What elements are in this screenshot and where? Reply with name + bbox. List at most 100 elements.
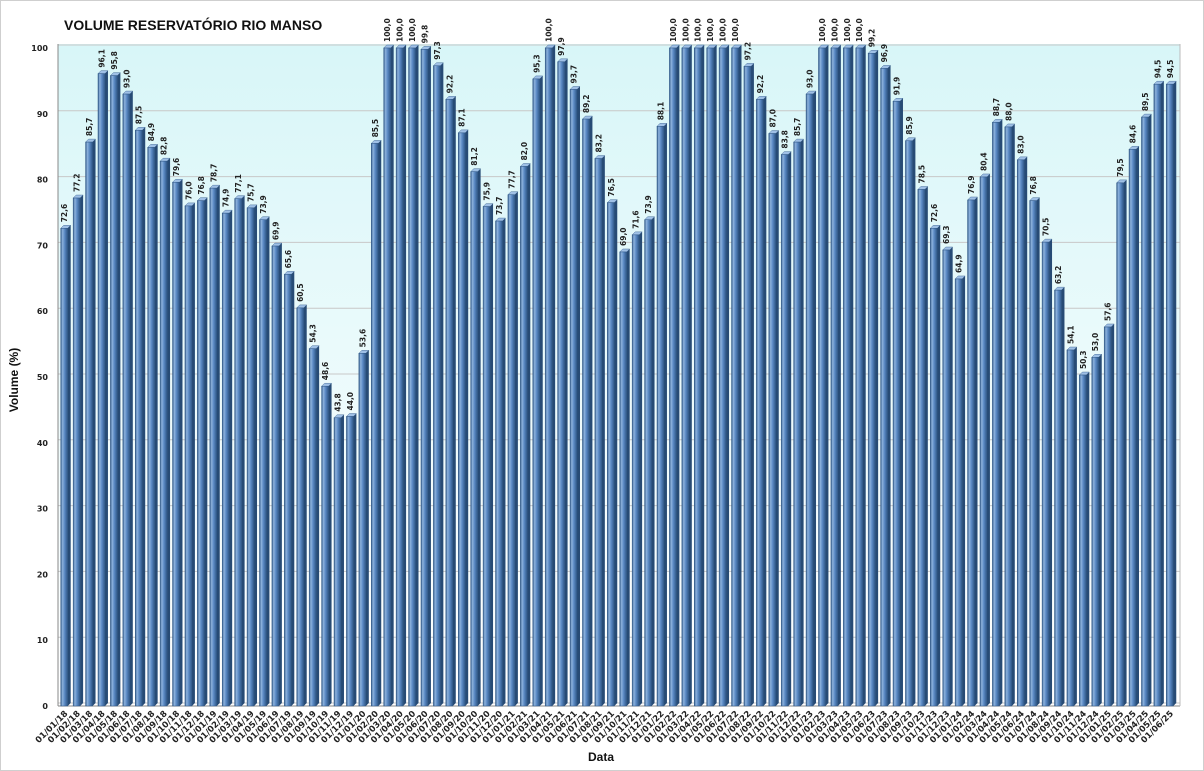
bar <box>1029 197 1041 707</box>
bar <box>134 127 146 707</box>
data-label: 69,9 <box>271 222 280 241</box>
bar <box>159 157 171 707</box>
data-label: 84,6 <box>1129 125 1138 144</box>
bar <box>880 65 892 707</box>
data-label: 84,9 <box>147 123 156 142</box>
bar <box>991 119 1003 707</box>
data-label: 54,3 <box>309 324 318 343</box>
y-tick-label: 0 <box>42 702 48 711</box>
bar <box>221 209 233 707</box>
data-label: 77,1 <box>234 174 243 193</box>
data-label: 73,9 <box>259 195 268 214</box>
bar <box>196 197 208 707</box>
data-label: 100,0 <box>818 18 827 42</box>
data-label: 88,0 <box>1004 102 1013 121</box>
bar <box>904 137 916 707</box>
y-tick-label: 80 <box>37 176 49 185</box>
data-label: 72,6 <box>60 204 69 223</box>
bar <box>544 44 556 707</box>
bar <box>408 44 419 707</box>
bar <box>482 203 494 707</box>
bar <box>271 242 283 707</box>
data-label: 92,2 <box>756 75 765 94</box>
y-tick-label: 50 <box>37 373 49 382</box>
data-label: 97,2 <box>743 42 752 61</box>
bar <box>296 304 308 707</box>
bar <box>681 44 693 707</box>
bar <box>818 44 829 707</box>
data-label: 93,0 <box>806 70 815 89</box>
bar <box>259 216 270 707</box>
data-label: 89,5 <box>1141 93 1150 112</box>
bar <box>581 115 593 707</box>
bar <box>72 194 84 707</box>
data-label: 81,2 <box>470 147 479 166</box>
data-label: 73,7 <box>495 197 504 216</box>
bar <box>755 96 767 707</box>
bar <box>1004 123 1016 707</box>
data-label: 83,8 <box>781 130 790 149</box>
data-labels: 72,677,285,796,1 95,893,087,584,982,879,6… <box>60 18 1175 412</box>
y-tick-label: 100 <box>31 44 48 53</box>
bar <box>706 44 718 707</box>
bar <box>619 248 631 707</box>
data-label: 50,3 <box>1079 351 1088 370</box>
bar <box>495 217 506 707</box>
data-label: 44,0 <box>346 392 355 411</box>
data-label: 78,5 <box>917 165 926 184</box>
bar <box>1066 346 1078 707</box>
data-label: 82,0 <box>520 142 529 161</box>
bar <box>308 345 320 707</box>
bar <box>1054 286 1065 707</box>
y-tick-label: 90 <box>37 110 49 119</box>
data-label: 93,7 <box>570 65 579 84</box>
bar <box>979 173 991 707</box>
data-label: 100,0 <box>830 18 839 42</box>
data-label: 43,8 <box>334 393 343 412</box>
data-label: 54,1 <box>1066 326 1075 345</box>
bar <box>1078 371 1090 707</box>
bar <box>333 414 345 707</box>
data-label: 91,9 <box>893 77 902 96</box>
bar <box>445 96 457 707</box>
bar <box>383 44 395 707</box>
y-tick-label: 30 <box>37 505 49 514</box>
data-label: 96,9 <box>880 44 889 63</box>
bar <box>631 231 643 707</box>
bar <box>594 155 606 707</box>
data-label: 94,5 <box>1166 60 1175 79</box>
bar <box>967 196 978 707</box>
bar <box>370 140 382 707</box>
y-tick-label: 20 <box>37 570 49 579</box>
data-label: 100,0 <box>706 18 715 42</box>
bar <box>358 350 370 707</box>
data-label: 100,0 <box>545 18 554 42</box>
data-label: 82,8 <box>160 137 169 156</box>
data-label: 48,6 <box>321 362 330 381</box>
data-label: 88,1 <box>656 102 665 121</box>
bar <box>507 191 519 707</box>
bar <box>693 44 705 707</box>
bar <box>184 202 196 707</box>
bar <box>470 168 482 707</box>
data-label: 80,4 <box>979 152 988 171</box>
data-label: 78,7 <box>209 164 218 183</box>
data-label: 100,0 <box>719 18 728 42</box>
data-label: 69,0 <box>619 227 628 246</box>
data-label: 100,0 <box>855 18 864 42</box>
bar <box>457 129 469 707</box>
bar <box>97 70 109 707</box>
data-label: 92,2 <box>445 75 454 94</box>
bar <box>1016 156 1028 707</box>
data-label: 87,5 <box>135 106 144 125</box>
y-tick-label: 10 <box>37 636 49 645</box>
data-label: 87,0 <box>768 109 777 128</box>
data-label: 96,1 <box>97 49 106 68</box>
bar <box>942 246 954 707</box>
bar <box>172 179 183 707</box>
data-label: 95,8 <box>110 51 119 70</box>
data-label: 75,9 <box>483 182 492 201</box>
data-label: 100,0 <box>843 18 852 42</box>
bar <box>606 199 618 707</box>
